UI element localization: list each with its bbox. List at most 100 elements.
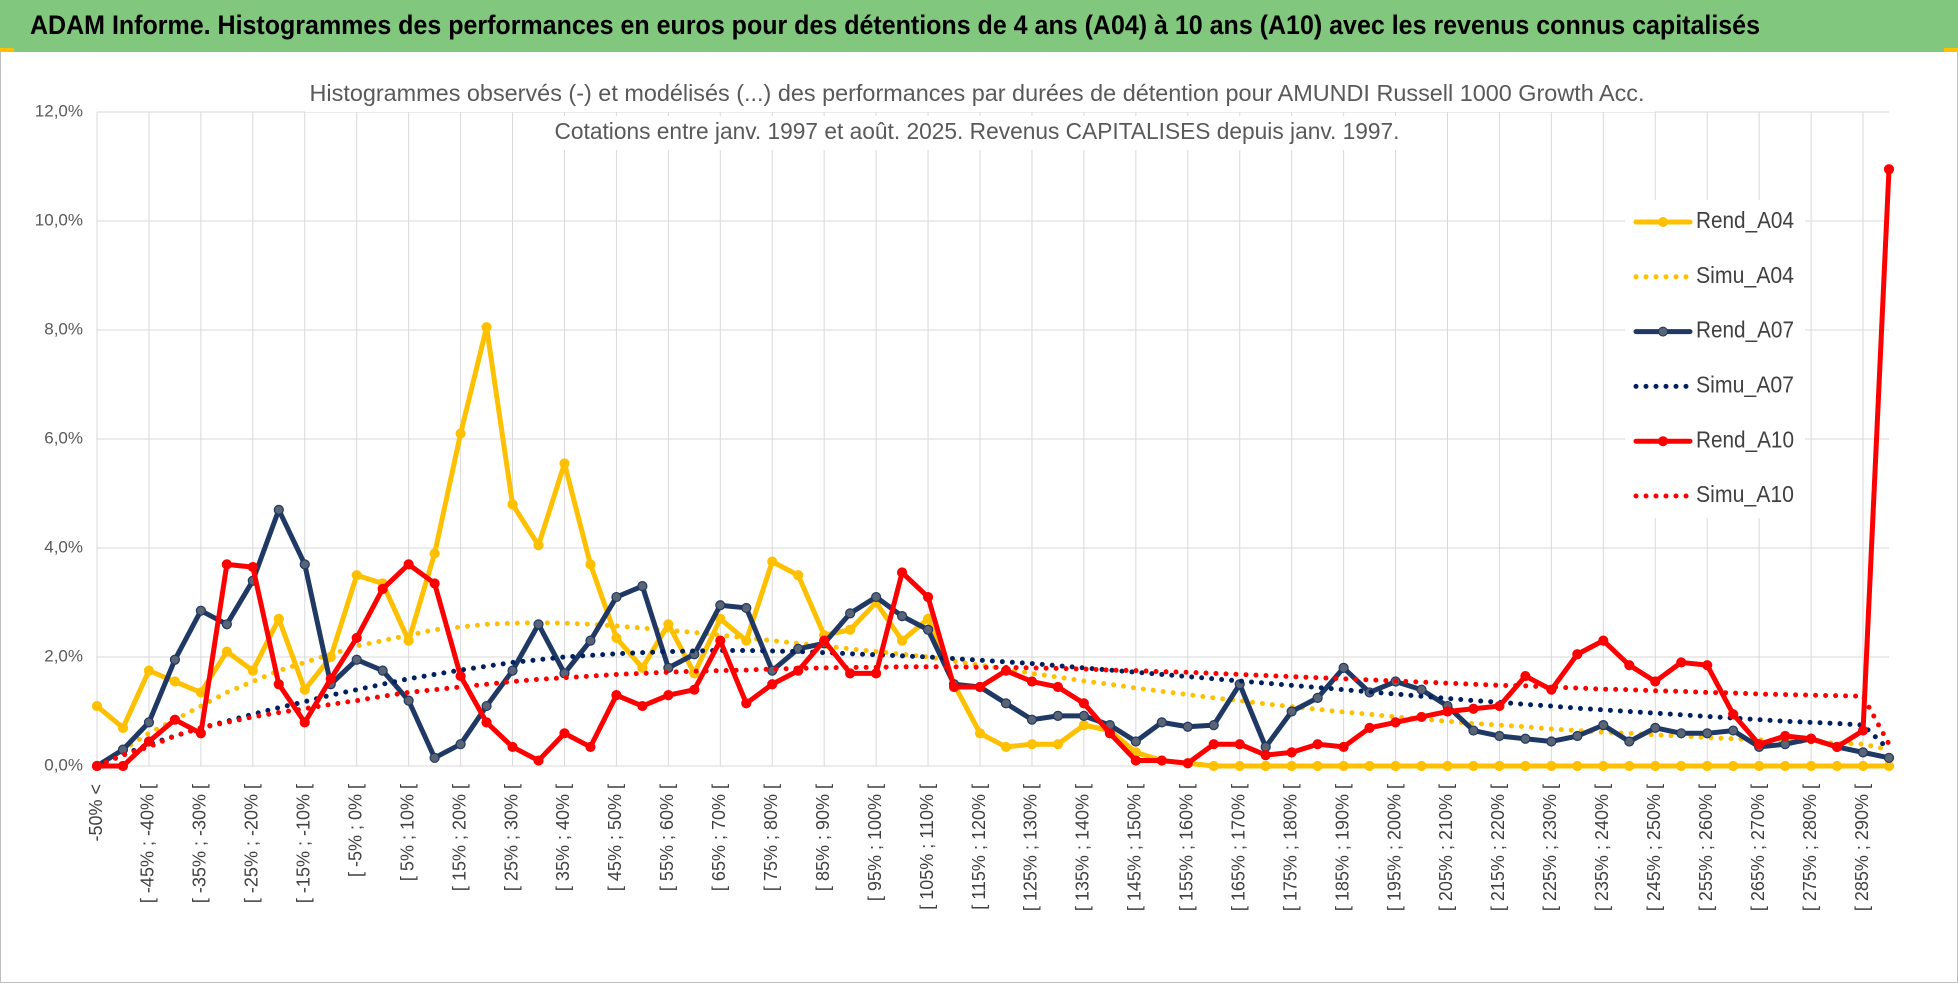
- legend-label: Rend_A10: [1696, 426, 1794, 452]
- point-marker: [1390, 717, 1401, 728]
- point-marker: [819, 635, 830, 646]
- point-marker: [117, 722, 129, 733]
- x-tick-label: [ 235% ; 240% [: [1592, 784, 1612, 911]
- x-tick-label: [ 5% ; 10% [: [397, 784, 417, 881]
- point-marker: [1052, 710, 1064, 721]
- point-marker: [1883, 752, 1895, 763]
- point-marker: [1728, 725, 1739, 736]
- point-marker: [377, 665, 388, 676]
- point-marker: [1805, 760, 1817, 772]
- point-marker: [767, 556, 778, 567]
- point-marker: [169, 714, 181, 725]
- point-marker: [1650, 722, 1661, 733]
- point-marker: [1805, 733, 1817, 744]
- x-tick-label: [ 165% ; 170% [: [1228, 784, 1248, 911]
- point-marker: [922, 624, 934, 635]
- point-marker: [1416, 684, 1427, 695]
- title-backing: [305, 78, 1655, 112]
- point-marker: [1286, 747, 1297, 758]
- title-backing: [550, 116, 1406, 150]
- point-marker: [1728, 760, 1739, 772]
- point-marker: [429, 578, 440, 589]
- model-line: [94, 647, 1892, 769]
- x-tick-label: [ 95% ; 100% [: [865, 784, 885, 901]
- x-tick-label: -50% <: [86, 784, 106, 842]
- point-marker: [507, 665, 518, 676]
- x-tick-label: [ 25% ; 30% [: [501, 784, 521, 891]
- point-marker: [1468, 760, 1479, 772]
- point-marker: [1702, 728, 1713, 739]
- point-marker: [1468, 703, 1479, 714]
- point-marker: [741, 698, 752, 709]
- point-marker: [611, 591, 622, 603]
- y-tick-label: 4,0%: [44, 537, 83, 556]
- legend-marker: [1658, 217, 1668, 227]
- point-marker: [1442, 706, 1453, 717]
- x-tick-label: [ 195% ; 200% [: [1384, 784, 1404, 911]
- x-tick-label: [ -45% ; -40% [: [138, 784, 158, 903]
- corner-mark: [1944, 48, 1958, 52]
- point-marker: [143, 665, 155, 676]
- point-marker: [1078, 698, 1089, 709]
- point-marker: [1494, 760, 1505, 772]
- point-marker: [1624, 760, 1635, 772]
- point-marker: [351, 654, 362, 665]
- point-marker: [195, 687, 206, 698]
- y-tick-label: 8,0%: [44, 319, 83, 338]
- point-marker: [1572, 760, 1583, 772]
- x-tick-label: [ 45% ; 50% [: [605, 784, 625, 891]
- point-marker: [221, 646, 232, 657]
- legend-label: Simu_A07: [1696, 371, 1794, 397]
- x-tick-label: [ 225% ; 230% [: [1540, 784, 1560, 911]
- point-marker: [481, 700, 492, 712]
- point-marker: [221, 619, 232, 630]
- point-marker: [585, 635, 596, 646]
- point-marker: [1260, 749, 1271, 761]
- point-marker: [1624, 660, 1635, 671]
- point-marker: [325, 673, 336, 684]
- legend-label: Simu_A04: [1696, 262, 1794, 288]
- point-marker: [1831, 760, 1843, 772]
- point-marker: [1728, 709, 1739, 720]
- x-tick-label: [ 65% ; 70% [: [709, 784, 729, 891]
- point-marker: [351, 632, 362, 644]
- legend-marker: [1658, 326, 1668, 337]
- point-marker: [1546, 760, 1557, 772]
- point-marker: [1338, 662, 1349, 674]
- point-marker: [793, 570, 804, 581]
- observed-line: [94, 166, 1892, 769]
- point-marker: [559, 728, 570, 739]
- header-bar: [0, 0, 1958, 52]
- point-marker: [1494, 700, 1505, 712]
- x-tick-label: [ 245% ; 250% [: [1644, 784, 1664, 911]
- point-marker: [1857, 725, 1869, 736]
- point-marker: [1857, 747, 1869, 758]
- point-marker: [1520, 733, 1531, 744]
- point-marker: [1286, 760, 1297, 772]
- point-marker: [1676, 728, 1687, 739]
- point-marker: [845, 624, 856, 635]
- legend-label: Simu_A10: [1696, 481, 1794, 507]
- x-tick-label: [ 275% ; 280% [: [1800, 784, 1820, 911]
- point-marker: [403, 559, 414, 570]
- chart-subtitle: Cotations entre janv. 1997 et août. 2025…: [555, 118, 1400, 144]
- point-marker: [1026, 676, 1038, 687]
- x-tick-label: [ 175% ; 180% [: [1280, 784, 1300, 911]
- point-marker: [1026, 739, 1038, 750]
- observed-line: [94, 324, 1892, 769]
- point-marker: [169, 676, 181, 687]
- point-marker: [585, 559, 596, 570]
- x-tick-label: [ 15% ; 20% [: [449, 784, 469, 891]
- point-marker: [221, 559, 232, 570]
- point-marker: [1234, 739, 1245, 750]
- legend-label: Rend_A07: [1696, 317, 1794, 343]
- point-marker: [559, 458, 570, 469]
- point-marker: [1883, 164, 1895, 175]
- point-marker: [871, 668, 882, 679]
- point-marker: [1000, 698, 1012, 709]
- point-marker: [637, 662, 648, 674]
- point-marker: [455, 428, 466, 439]
- point-marker: [1208, 760, 1219, 772]
- point-marker: [1208, 720, 1219, 731]
